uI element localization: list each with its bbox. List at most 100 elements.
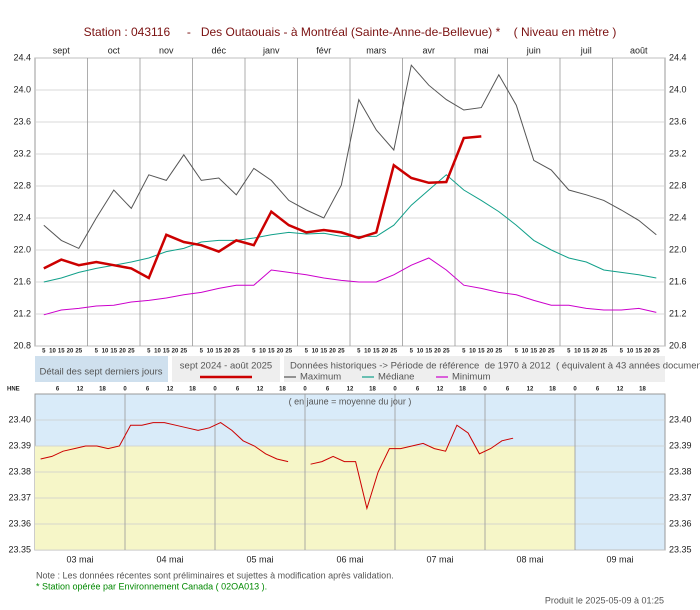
day-tick-label: 25 xyxy=(285,349,292,355)
hour-tick-label: 6 xyxy=(56,387,60,393)
day-tick-label: 10 xyxy=(154,349,161,355)
x-tick-label: 07 mai xyxy=(426,554,453,564)
x-tick-label: juin xyxy=(526,45,541,55)
legend-historical: Données historiques -> Période de référe… xyxy=(290,361,551,372)
y-tick-label: 24.0 xyxy=(13,84,31,94)
day-tick-label: 10 xyxy=(312,349,319,355)
day-tick-label: 25 xyxy=(390,349,397,355)
legend-label: sept 2024 - août 2025 xyxy=(180,361,272,372)
legend-equivalent: ( équivalent à 43 années documentées ) xyxy=(556,361,700,372)
day-tick-label: 5 xyxy=(200,349,204,355)
hour-tick-label: 0 xyxy=(123,387,127,393)
day-tick-label: 15 xyxy=(373,349,380,355)
note: * Station opérée par Environnement Canad… xyxy=(36,581,267,591)
x-tick-label: oct xyxy=(108,45,121,55)
hour-tick-label: 12 xyxy=(167,387,174,393)
produced: Produit le 2025-05-09 à 01:25 xyxy=(545,595,664,605)
y-tick-label: 21.2 xyxy=(669,308,687,318)
y-tick-label: 21.6 xyxy=(13,276,31,286)
day-tick-label: 25 xyxy=(338,349,345,355)
y-tick-label: 23.40 xyxy=(669,414,692,424)
y-tick-label: 23.2 xyxy=(669,148,687,158)
day-tick-label: 15 xyxy=(58,349,65,355)
day-tick-label: 10 xyxy=(102,349,109,355)
hour-tick-label: 18 xyxy=(369,387,376,393)
x-tick-label: 08 mai xyxy=(516,554,543,564)
day-tick-label: 15 xyxy=(530,349,537,355)
y-tick-label: 23.37 xyxy=(669,492,692,502)
hour-tick-label: 6 xyxy=(506,387,510,393)
y-tick-label: 23.35 xyxy=(669,544,692,554)
hour-tick-label: 0 xyxy=(303,387,307,393)
hour-tick-label: 12 xyxy=(527,387,534,393)
y-tick-label: 23.38 xyxy=(8,466,31,476)
legend-box xyxy=(35,356,168,382)
hour-tick-label: 12 xyxy=(437,387,444,393)
hour-tick-label: 0 xyxy=(213,387,217,393)
y-tick-label: 23.38 xyxy=(669,466,692,476)
day-tick-label: 10 xyxy=(207,349,214,355)
hour-tick-label: 0 xyxy=(483,387,487,393)
x-tick-label: 04 mai xyxy=(156,554,183,564)
y-tick-label: 22.8 xyxy=(13,180,31,190)
day-tick-label: 20 xyxy=(224,349,231,355)
day-tick-label: 25 xyxy=(495,349,502,355)
x-tick-label: déc xyxy=(211,45,226,55)
y-tick-label: 23.39 xyxy=(8,440,31,450)
series-line xyxy=(43,257,657,316)
hour-tick-label: 18 xyxy=(459,387,466,393)
day-tick-label: 5 xyxy=(567,349,571,355)
y-tick-label: 23.36 xyxy=(669,518,692,528)
day-tick-label: 10 xyxy=(469,349,476,355)
day-tick-label: 10 xyxy=(259,349,266,355)
hour-tick-label: 6 xyxy=(326,387,330,393)
day-tick-label: 20 xyxy=(382,349,389,355)
x-tick-label: mars xyxy=(366,45,386,55)
day-tick-label: 15 xyxy=(320,349,327,355)
chart-title: Station : 043116 - Des Outaouais - à Mon… xyxy=(84,25,617,39)
day-tick-label: 10 xyxy=(574,349,581,355)
hour-tick-label: 18 xyxy=(189,387,196,393)
y-tick-label: 20.8 xyxy=(13,340,31,350)
hour-tick-label: 12 xyxy=(257,387,264,393)
legend-label: Médiane xyxy=(378,372,414,383)
day-tick-label: 20 xyxy=(487,349,494,355)
y-tick-label: 24.4 xyxy=(669,52,687,62)
x-tick-label: janv xyxy=(262,45,280,55)
y-tick-label: 21.2 xyxy=(13,308,31,318)
hour-tick-label: 0 xyxy=(573,387,577,393)
day-tick-label: 15 xyxy=(110,349,117,355)
legend-label: Minimum xyxy=(452,372,491,383)
y-tick-label: 23.2 xyxy=(13,148,31,158)
day-tick-label: 5 xyxy=(147,349,151,355)
day-tick-label: 15 xyxy=(268,349,275,355)
x-tick-label: avr xyxy=(422,45,435,55)
y-tick-label: 23.36 xyxy=(8,518,31,528)
chart-subtitle: ( en jaune = moyenne du jour ) xyxy=(289,396,412,406)
day-tick-label: 20 xyxy=(67,349,74,355)
day-tick-label: 20 xyxy=(277,349,284,355)
hour-tick-label: 18 xyxy=(639,387,646,393)
day-tick-label: 25 xyxy=(443,349,450,355)
series-line xyxy=(43,64,657,250)
day-tick-label: 5 xyxy=(620,349,624,355)
y-tick-label: 22.4 xyxy=(13,212,31,222)
day-tick-label: 5 xyxy=(252,349,256,355)
hour-tick-label: 18 xyxy=(279,387,286,393)
day-tick-label: 10 xyxy=(49,349,56,355)
x-tick-label: 06 mai xyxy=(336,554,363,564)
y-tick-label: 23.6 xyxy=(669,116,687,126)
x-tick-label: sept xyxy=(53,45,71,55)
day-tick-label: 25 xyxy=(128,349,135,355)
x-tick-label: févr xyxy=(316,45,331,55)
day-tick-label: 5 xyxy=(357,349,361,355)
x-tick-label: nov xyxy=(159,45,174,55)
y-tick-label: 23.6 xyxy=(13,116,31,126)
x-tick-label: juil xyxy=(580,45,592,55)
day-tick-label: 25 xyxy=(548,349,555,355)
day-tick-label: 10 xyxy=(417,349,424,355)
day-tick-label: 20 xyxy=(434,349,441,355)
day-tick-label: 15 xyxy=(215,349,222,355)
x-tick-label: août xyxy=(630,45,648,55)
hour-tick-label: 0 xyxy=(393,387,397,393)
